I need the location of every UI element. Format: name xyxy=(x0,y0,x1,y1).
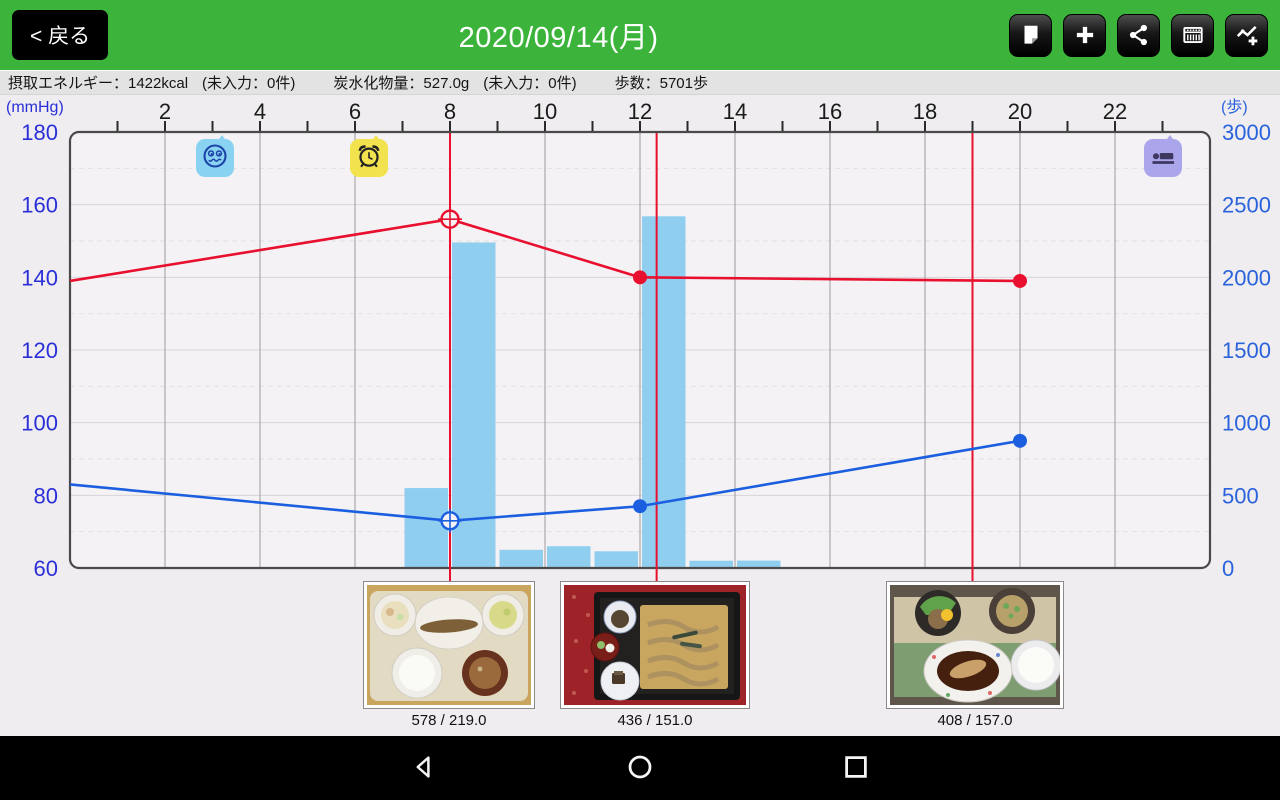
steps-bar[interactable] xyxy=(547,546,591,568)
steps-bar[interactable] xyxy=(642,216,686,568)
systolic-point[interactable] xyxy=(633,270,647,285)
steps-stat: 歩数：5701歩 xyxy=(614,75,708,92)
meal-caption-breakfast: 578 / 219.0 xyxy=(411,712,487,729)
steps-bar[interactable] xyxy=(452,242,496,568)
carbs-stat: 炭水化物量：527.0g xyxy=(333,75,470,92)
steps-bar[interactable] xyxy=(737,560,781,568)
steps-bar[interactable] xyxy=(499,549,544,568)
chart-region: 2 4 6 8 10 12 14 16 18 20 22 (mmHg) (歩) 180 160 140 120 1… xyxy=(0,95,1280,736)
back-button[interactable]: < 戻る xyxy=(12,10,109,60)
share-icon xyxy=(1126,22,1152,48)
share-button[interactable] xyxy=(1117,13,1160,57)
diastolic-point[interactable] xyxy=(1013,433,1027,448)
mood-face-icon xyxy=(201,142,229,175)
alarm-marker[interactable] xyxy=(350,135,389,177)
nav-recents-button[interactable] xyxy=(838,750,874,786)
add-button[interactable] xyxy=(1063,13,1106,57)
table-icon xyxy=(1180,22,1206,48)
carbs-note: (未入力：0件) xyxy=(483,75,577,92)
nav-back-icon xyxy=(409,752,439,785)
systolic-line xyxy=(69,217,1021,283)
nav-back-button[interactable] xyxy=(406,750,442,786)
meal-caption-lunch: 436 / 151.0 xyxy=(617,712,693,729)
nav-home-icon xyxy=(625,752,655,785)
memo-button[interactable] xyxy=(1009,13,1052,57)
meal-photo-dinner[interactable] xyxy=(886,581,1064,709)
energy-stat: 摂取エネルギー：1422kcal xyxy=(8,75,189,92)
y-right-label: 1500 xyxy=(1222,338,1271,363)
steps-bar[interactable] xyxy=(689,560,734,568)
y-left-label: 60 xyxy=(34,556,58,581)
android-nav-bar xyxy=(0,736,1280,800)
x-axis-label: 14 xyxy=(723,99,747,124)
y-left-label: 100 xyxy=(21,411,58,436)
y-left-label: 120 xyxy=(21,338,58,363)
meal-photo-breakfast[interactable] xyxy=(363,581,535,709)
x-axis-label: 12 xyxy=(628,99,652,124)
table-button[interactable] xyxy=(1171,13,1214,57)
y-right-label: 1000 xyxy=(1222,411,1271,436)
plot-frame xyxy=(68,130,1212,570)
y-left-label: 160 xyxy=(21,193,58,218)
x-axis-label: 6 xyxy=(349,99,361,124)
y-left-label: 140 xyxy=(21,265,58,290)
add-graph-icon xyxy=(1234,22,1260,48)
page-title: 2020/09/14(月) xyxy=(458,22,659,54)
x-axis-label: 20 xyxy=(1008,99,1032,124)
dinner-photo-art xyxy=(890,585,1060,705)
mood-marker[interactable] xyxy=(195,135,234,177)
y-right-label: 500 xyxy=(1222,483,1259,508)
nav-home-button[interactable] xyxy=(622,750,658,786)
x-axis-label: 22 xyxy=(1103,99,1127,124)
meal-photo-lunch[interactable] xyxy=(560,581,750,709)
y-left-label: 180 xyxy=(21,120,58,145)
energy-note: (未入力：0件) xyxy=(202,75,296,92)
nav-recents-icon xyxy=(841,752,871,785)
alarm-clock-icon xyxy=(355,142,383,175)
x-axis-label: 2 xyxy=(159,99,171,124)
meal-caption-dinner: 408 / 157.0 xyxy=(937,712,1013,729)
memo-icon xyxy=(1018,22,1044,48)
add-icon xyxy=(1072,22,1098,48)
sleep-marker[interactable] xyxy=(1143,135,1182,177)
diastolic-point[interactable] xyxy=(633,499,647,514)
toolbar xyxy=(1009,13,1268,57)
x-axis-label: 4 xyxy=(254,99,266,124)
x-axis-label: 16 xyxy=(818,99,842,124)
summary-bar: 摂取エネルギー：1422kcal (未入力：0件) 炭水化物量：527.0g (… xyxy=(0,70,1280,95)
app-header: < 戻る 2020/09/14(月) xyxy=(0,0,1280,70)
systolic-selected-point[interactable] xyxy=(440,209,460,229)
x-axis-label: 10 xyxy=(533,99,557,124)
steps-bar[interactable] xyxy=(594,551,639,568)
diastolic-selected-point[interactable] xyxy=(440,511,460,531)
y-left-unit: (mmHg) xyxy=(6,99,64,116)
add-graph-button[interactable] xyxy=(1225,13,1268,57)
systolic-point[interactable] xyxy=(1013,273,1027,288)
y-right-label: 3000 xyxy=(1222,120,1271,145)
y-right-unit: (歩) xyxy=(1221,98,1248,116)
y-left-label: 80 xyxy=(34,483,58,508)
x-axis-label: 8 xyxy=(444,99,456,124)
steps-bar[interactable] xyxy=(404,488,449,568)
y-right-label: 2000 xyxy=(1222,265,1271,290)
lunch-photo-art xyxy=(564,585,746,705)
diastolic-line xyxy=(69,439,1021,523)
breakfast-photo-art xyxy=(367,585,531,705)
y-right-label: 0 xyxy=(1222,556,1234,581)
bp-steps-chart[interactable]: 2 4 6 8 10 12 14 16 18 20 22 (mmHg) (歩) 180 160 140 120 1… xyxy=(0,95,1280,736)
sleep-icon xyxy=(1149,142,1177,175)
x-axis-label: 18 xyxy=(913,99,937,124)
y-right-label: 2500 xyxy=(1222,193,1271,218)
